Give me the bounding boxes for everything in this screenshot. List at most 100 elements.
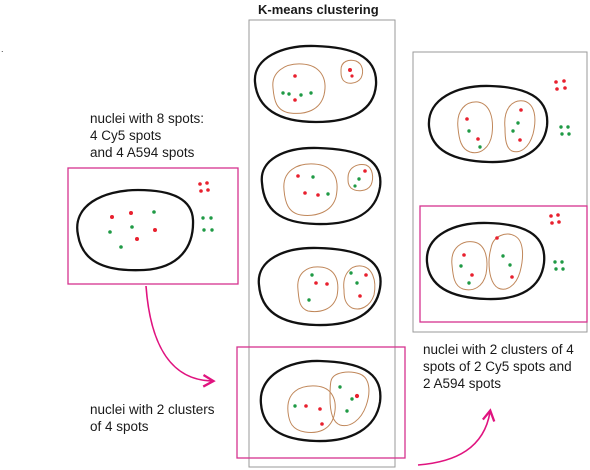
cy5-spot <box>199 189 203 193</box>
a594-spot <box>108 230 112 234</box>
a594-spot <box>459 264 463 268</box>
right-cluster-1b <box>504 100 536 153</box>
cy5-spot <box>363 169 367 173</box>
right-legend-2-spots <box>549 213 565 271</box>
cy5-spot <box>510 275 514 279</box>
left-top-label: nuclei with 8 spots: 4 Cy5 spots and 4 A… <box>90 110 204 161</box>
a594-spot <box>353 184 357 188</box>
right-nucleus-1-spots <box>465 108 523 149</box>
right-legend-1-spots <box>554 79 571 136</box>
a594-spot <box>209 216 213 220</box>
a594-spot <box>201 216 205 220</box>
cy5-spot <box>554 80 558 84</box>
cy5-spot <box>557 220 561 224</box>
left-highlight-box <box>67 167 239 285</box>
a594-spot <box>210 228 214 232</box>
label-line: 2 A594 spots <box>423 376 502 391</box>
cy5-spot <box>110 215 114 219</box>
a594-spot <box>478 145 482 149</box>
center-cluster-1a <box>272 63 326 114</box>
a594-spot <box>501 254 505 258</box>
a594-spot <box>355 281 359 285</box>
cy5-spot <box>153 228 157 232</box>
center-nucleus-3-spots <box>307 271 368 302</box>
cy5-spot <box>350 74 354 78</box>
a594-spot <box>516 121 520 125</box>
a594-spot <box>281 91 285 95</box>
left-legend-spots <box>198 181 214 232</box>
a594-spot <box>561 267 565 271</box>
a594-spot <box>553 260 557 264</box>
stray-mark: . <box>1 44 4 54</box>
cy5-spot <box>519 108 523 112</box>
center-highlight-box <box>236 346 406 459</box>
cy5-spot <box>129 211 133 215</box>
cy5-spot <box>318 407 322 411</box>
cy5-spot <box>364 273 368 277</box>
a594-spot <box>357 177 361 181</box>
cy5-spot <box>354 393 360 399</box>
cy5-spot <box>550 221 554 225</box>
a594-spot <box>310 273 314 277</box>
a594-spot <box>311 175 315 179</box>
right-cluster-2b <box>488 233 524 290</box>
a594-spot <box>350 397 354 401</box>
right-column-frame <box>412 51 588 333</box>
a594-spot <box>349 271 353 275</box>
left-nucleus-outline <box>76 188 195 272</box>
a594-spot <box>130 225 134 229</box>
center-cluster-3b <box>343 265 376 310</box>
cy5-spot <box>135 237 139 241</box>
center-cluster-2b <box>347 164 374 192</box>
cy5-spot <box>303 191 307 195</box>
a594-spot <box>293 404 297 408</box>
center-nucleus-1-outline <box>253 44 378 124</box>
label-line: and 4 A594 spots <box>90 145 195 160</box>
cy5-spot <box>562 79 566 83</box>
cy5-spot <box>555 87 559 91</box>
cy5-spot <box>465 117 469 121</box>
cy5-spot <box>549 214 553 218</box>
a594-spot <box>560 132 564 136</box>
right-highlight-box <box>419 205 588 323</box>
a594-spot <box>152 210 156 214</box>
a594-spot <box>566 125 570 129</box>
a594-spot <box>508 263 512 267</box>
right-nucleus-1-outline <box>427 84 549 164</box>
cy5-spot <box>563 86 567 90</box>
label-line: nuclei with 8 spots: <box>90 111 205 126</box>
cy5-spot <box>495 236 499 240</box>
diagram-title: K-means clustering <box>258 2 379 17</box>
center-nucleus-3-outline <box>257 246 382 327</box>
cy5-spot <box>205 181 209 185</box>
center-nucleus-2-spots <box>296 169 367 197</box>
center-nucleus-1-spots <box>281 68 354 102</box>
center-cluster-4b <box>329 371 370 427</box>
arrow-center-to-right <box>417 408 496 466</box>
a594-spot <box>467 281 471 285</box>
cy5-spot <box>358 294 362 298</box>
right-cluster-1a <box>457 101 493 154</box>
center-cluster-3a <box>297 266 339 313</box>
cy5-spot <box>518 138 522 142</box>
cy5-spot <box>476 137 480 141</box>
a594-spot <box>299 93 303 97</box>
cy5-spot <box>316 193 320 197</box>
a594-spot <box>338 385 342 389</box>
a594-spot <box>554 267 558 271</box>
right-label: nuclei with 2 clusters of 4 spots of 2 C… <box>423 341 574 392</box>
a594-spot <box>345 409 349 413</box>
cy5-spot <box>348 68 352 72</box>
a594-spot <box>307 298 311 302</box>
a594-spot <box>567 132 571 136</box>
right-nucleus-2-outline <box>425 221 546 301</box>
a594-spot <box>467 129 471 133</box>
cy5-spot <box>296 174 300 178</box>
cy5-spot <box>304 404 308 408</box>
cy5-spot <box>325 282 329 286</box>
center-cluster-4a <box>287 385 336 433</box>
a594-spot <box>326 192 330 196</box>
cy5-spot <box>314 281 318 285</box>
right-nucleus-2-spots <box>459 236 514 285</box>
a594-spot <box>309 91 313 95</box>
